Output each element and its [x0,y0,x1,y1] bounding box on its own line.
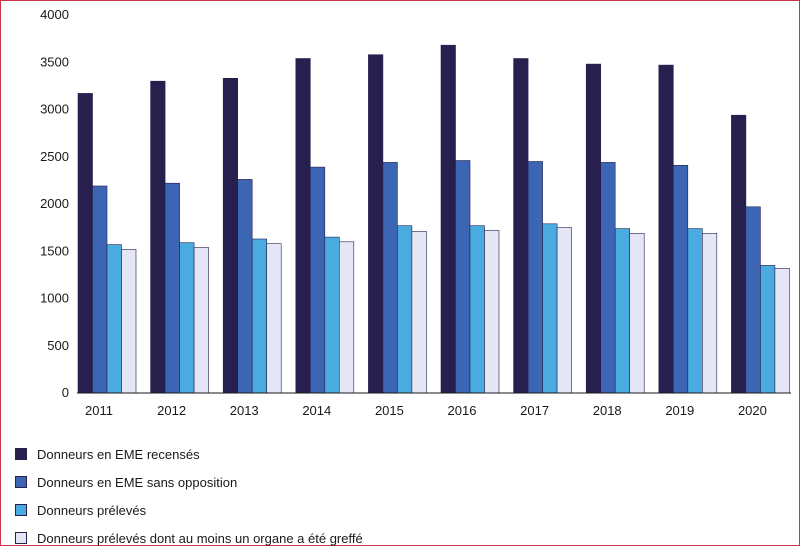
bar [585,63,602,394]
bar [411,231,427,394]
bar [106,244,122,394]
legend-swatch [15,476,27,488]
legend-swatch [15,448,27,460]
bar [121,249,137,394]
legend-item: Donneurs prélevés [15,497,363,523]
bar [222,78,238,394]
x-tick-label: 2020 [738,403,767,418]
y-tick-label: 4000 [40,7,69,22]
bar [760,265,776,394]
bar [745,206,761,394]
x-tick-label: 2019 [665,403,694,418]
y-tick-label: 2500 [40,149,69,164]
legend-swatch [15,532,27,544]
bar [701,233,718,394]
legend: Donneurs en EME recensés Donneurs en EME … [15,441,363,553]
bar [440,44,456,394]
bar [295,58,311,394]
bar [368,54,384,394]
legend-label: Donneurs en EME sans opposition [37,474,238,490]
bar [179,242,195,394]
bar [469,225,485,394]
bar [455,160,471,394]
bar [382,162,398,394]
legend-label: Donneurs en EME recensés [37,446,200,462]
bar [527,161,543,394]
bar [164,182,180,394]
bar [309,166,326,394]
bar [150,80,166,394]
bar [484,230,500,394]
legend-swatch [15,504,27,516]
legend-label: Donneurs prélevés dont au moins un organ… [37,530,363,546]
bars [77,44,790,394]
bar [731,114,747,394]
bar [658,64,674,394]
legend-item: Donneurs en EME sans opposition [15,469,363,495]
x-tick-label: 2014 [302,403,331,418]
legend-item: Donneurs prélevés dont au moins un organ… [15,525,363,551]
bar [687,228,703,394]
bar [266,243,282,394]
bar [251,238,267,394]
bar [774,267,790,394]
bar [338,241,355,394]
x-tick-label: 2018 [593,403,622,418]
x-tick-label: 2017 [520,403,549,418]
bar [397,225,413,394]
bar [556,227,572,394]
bar [629,233,645,394]
legend-item: Donneurs en EME recensés [15,441,363,467]
x-tick-label: 2015 [375,403,404,418]
x-tick-label: 2012 [157,403,186,418]
y-tick-label: 0 [62,385,69,400]
x-tick-label: 2013 [230,403,259,418]
bar [672,165,689,394]
bar [92,185,108,394]
bar [237,179,253,394]
bar [513,58,529,394]
x-tick-label: 2016 [448,403,477,418]
bar [193,247,209,394]
y-tick-label: 1500 [40,243,69,258]
bar [600,162,616,394]
y-tick-label: 500 [47,338,69,353]
y-tick-label: 3500 [40,54,69,69]
bar [614,228,631,394]
bar [542,223,558,394]
y-tick-label: 1000 [40,291,69,306]
y-tick-label: 2000 [40,196,69,211]
bar [77,93,93,394]
legend-label: Donneurs prélevés [37,502,147,518]
x-axis-labels: 2011 2012 2013 2014 2015 2016 2017 2018 2019 2020 [85,403,767,418]
y-tick-label: 3000 [40,102,69,117]
bar [324,236,340,394]
x-tick-label: 2011 [85,403,113,418]
y-axis-ticks: 0 500 1000 1500 2000 2500 3000 3500 4000 [40,7,69,400]
